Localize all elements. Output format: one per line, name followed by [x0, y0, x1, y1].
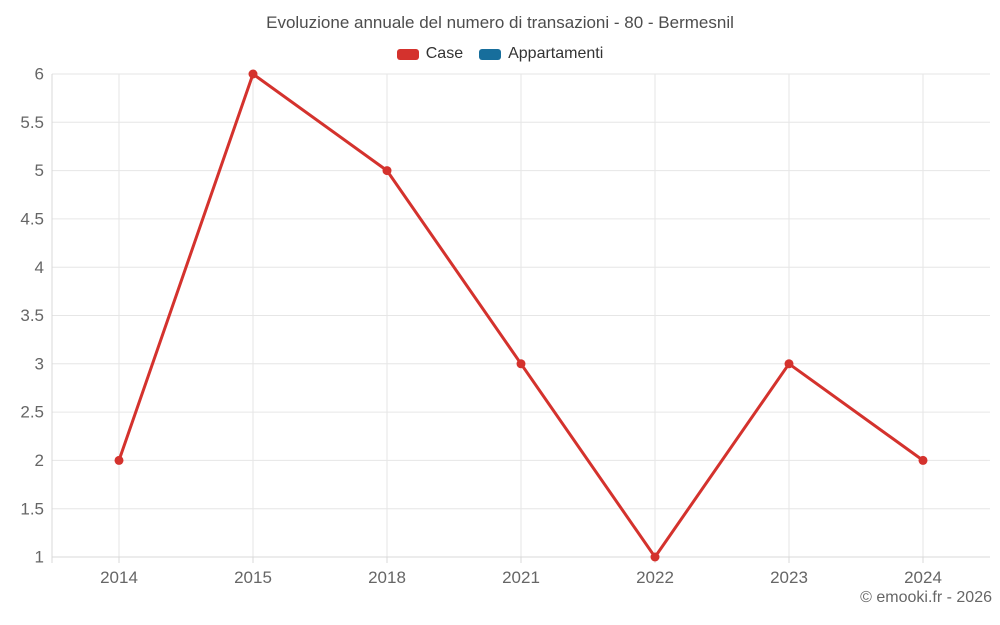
y-axis-tick-label: 4	[35, 258, 44, 277]
x-axis-tick-label: 2014	[100, 568, 138, 587]
data-point-case-2014[interactable]	[114, 455, 124, 465]
x-axis-tick-label: 2024	[904, 568, 942, 587]
legend-item-label: Case	[425, 45, 464, 62]
legend: Case Appartamenti	[0, 45, 1000, 63]
legend-item-appartamenti[interactable]: Appartamenti	[479, 45, 603, 63]
x-axis-tick-label: 2021	[502, 568, 540, 587]
x-axis-tick-label: 2015	[234, 568, 272, 587]
data-point-case-2023[interactable]	[784, 359, 794, 369]
data-point-case-2021[interactable]	[516, 359, 526, 369]
y-axis-tick-label: 3	[35, 354, 44, 373]
y-axis-tick-label: 4.5	[20, 210, 44, 229]
legend-item-case[interactable]: Case	[396, 45, 464, 63]
y-axis-tick-label: 3.5	[20, 306, 44, 325]
y-axis-tick-label: 2	[35, 451, 44, 470]
x-axis-tick-label: 2018	[368, 568, 406, 587]
x-axis-tick-label: 2023	[770, 568, 808, 587]
data-point-case-2018[interactable]	[382, 166, 392, 176]
appartamenti-series-swatch-icon	[479, 48, 502, 60]
data-point-case-2022[interactable]	[650, 552, 660, 562]
y-axis-tick-label: 2.5	[20, 403, 44, 422]
y-axis-tick-label: 1	[35, 548, 44, 567]
y-axis-tick-label: 5.5	[20, 113, 44, 132]
data-point-case-2015[interactable]	[248, 69, 258, 79]
y-axis-tick-label: 6	[35, 65, 44, 84]
data-point-case-2024[interactable]	[918, 455, 928, 465]
y-axis-tick-label: 5	[35, 161, 44, 180]
y-axis-tick-label: 1.5	[20, 499, 44, 518]
x-axis-tick-label: 2022	[636, 568, 674, 587]
chart-title: Evoluzione annuale del numero di transaz…	[266, 13, 734, 32]
legend-item-label: Appartamenti	[508, 45, 604, 62]
copyright-watermark: © emooki.fr - 2026	[860, 589, 992, 606]
case-series-swatch-icon	[396, 48, 419, 60]
